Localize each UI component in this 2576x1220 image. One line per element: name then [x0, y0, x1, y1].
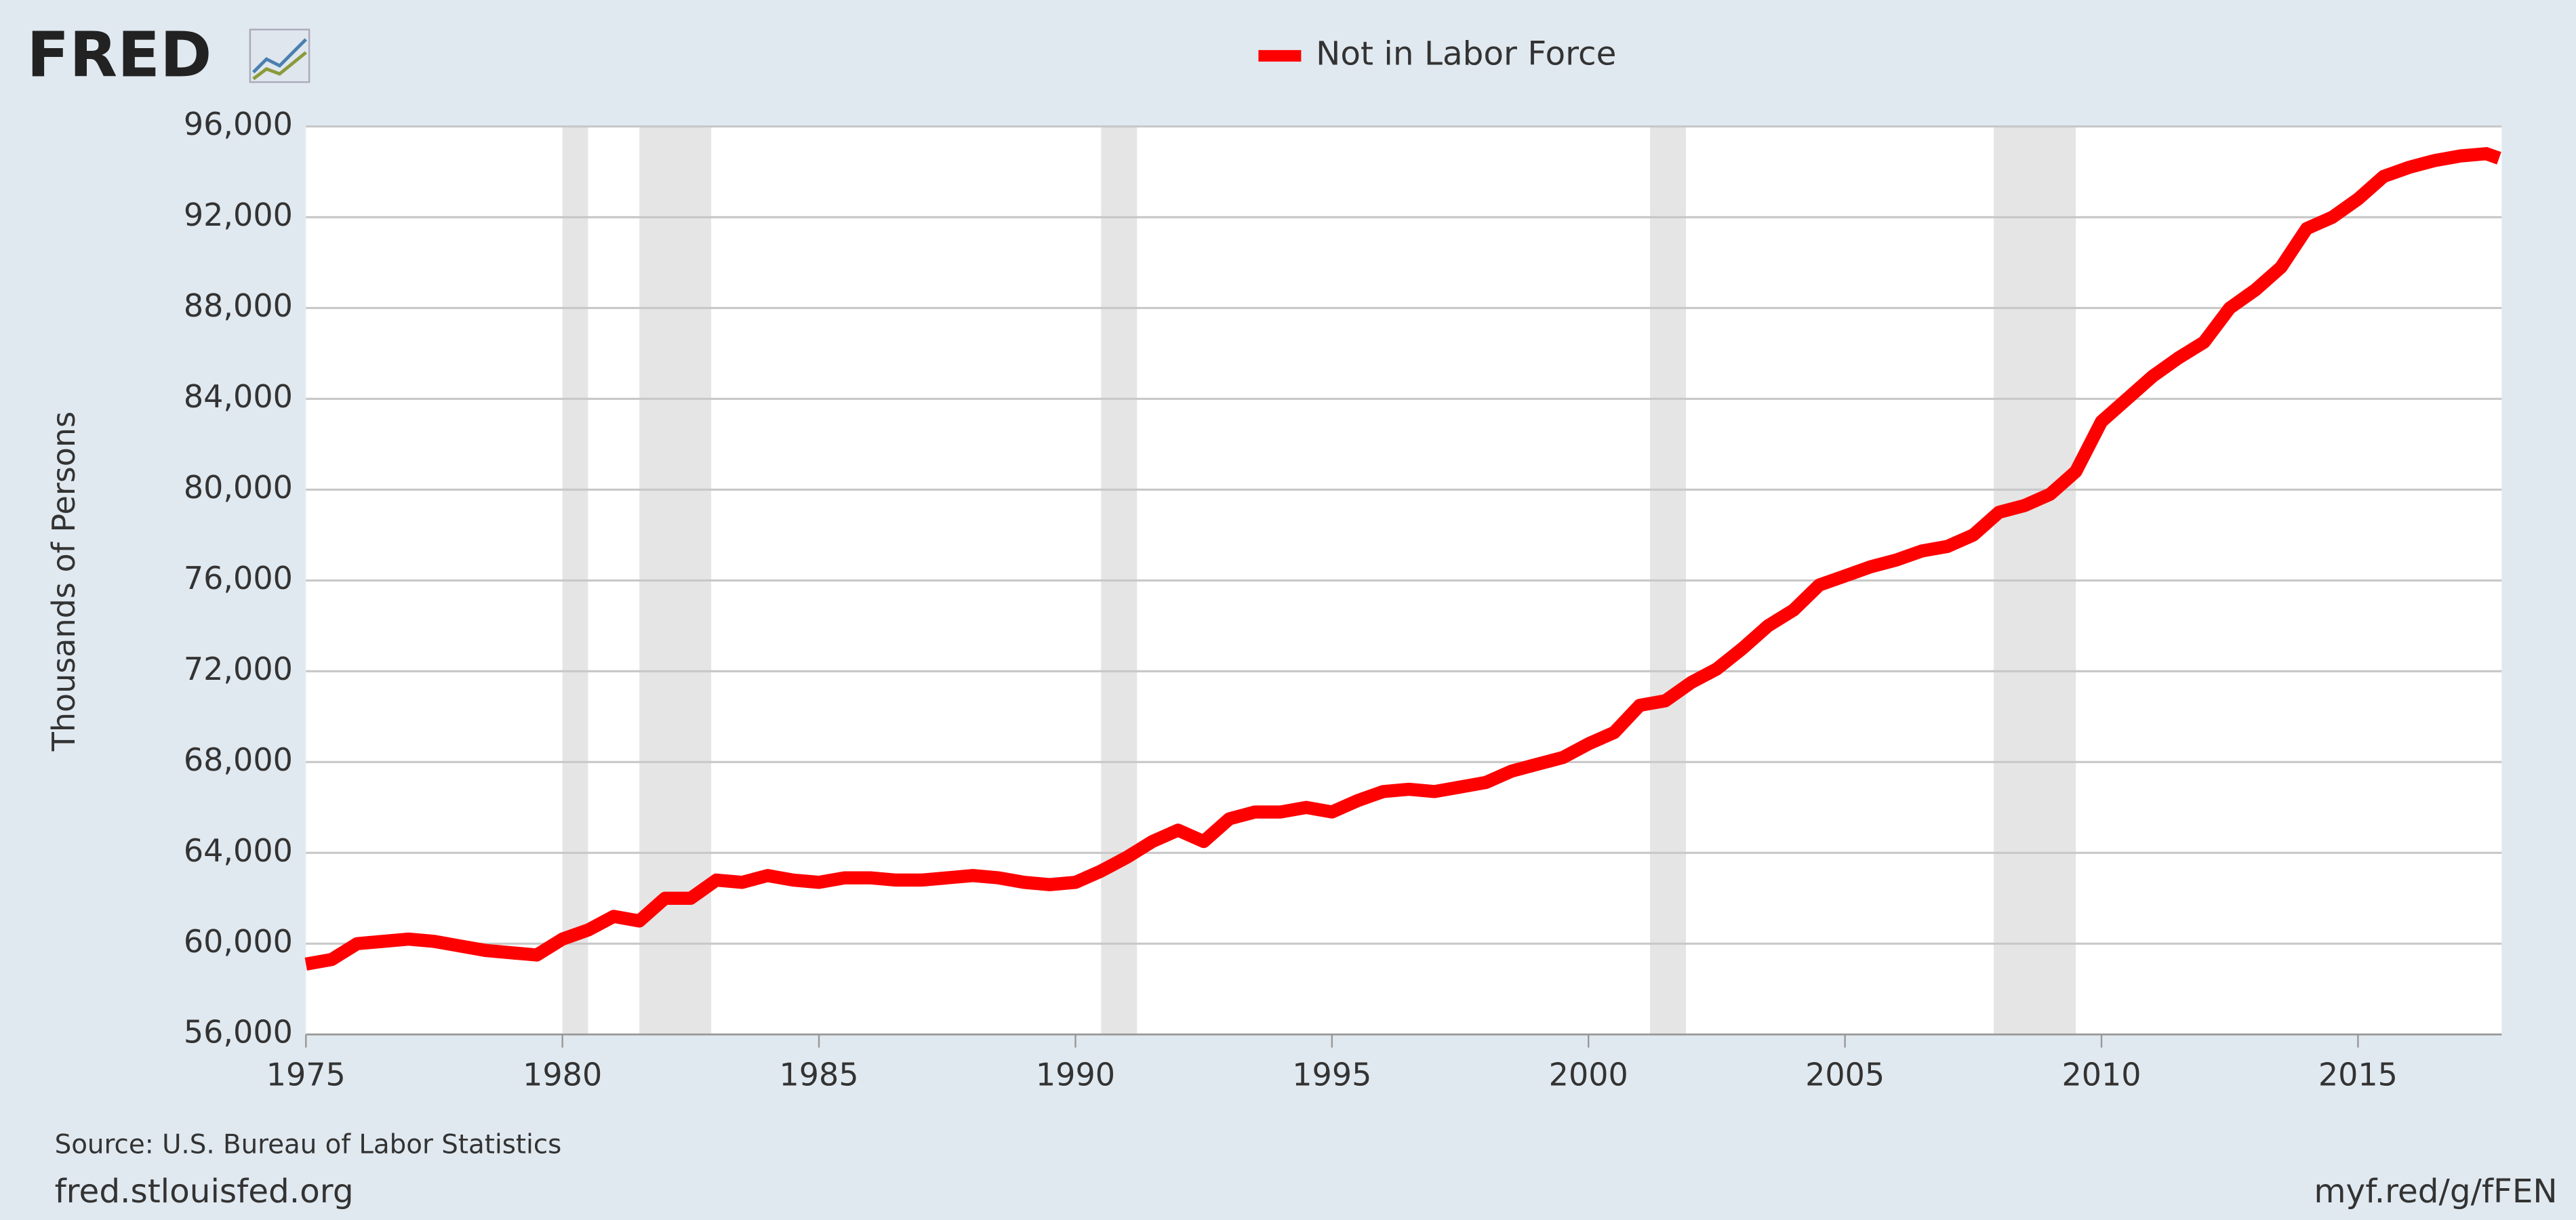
y-tick-label: 60,000	[184, 923, 293, 960]
logo-icon	[249, 28, 310, 83]
link: myf.red/g/fFEN	[2314, 1173, 2557, 1211]
y-tick-label: 96,000	[184, 106, 293, 142]
y-tick-label: 88,000	[184, 287, 293, 324]
x-tick-label: 1975	[266, 1057, 346, 1093]
legend-label: Not in Labor Force	[1316, 35, 1616, 73]
source: Source: U.S. Bureau of Labor Statistics	[55, 1129, 562, 1160]
x-tick-label: 1990	[1036, 1057, 1115, 1093]
x-tick-label: 2010	[2061, 1057, 2141, 1093]
y-tick-label: 80,000	[184, 469, 293, 506]
y-tick-label: 56,000	[184, 1014, 293, 1051]
x-tick-label: 2015	[2318, 1057, 2398, 1093]
x-tick-label: 1995	[1292, 1057, 1371, 1093]
y-axis-label: Thousands of Persons	[45, 411, 82, 752]
x-tick-label: 2005	[1805, 1057, 1885, 1093]
x-tick-label: 2000	[1549, 1057, 1628, 1093]
site: fred.stlouisfed.org	[55, 1173, 354, 1211]
data-line	[304, 147, 2501, 971]
y-tick-label: 84,000	[184, 378, 293, 415]
y-tick-label: 92,000	[184, 197, 293, 233]
logo: FRED	[26, 19, 212, 92]
x-tick-label: 1985	[780, 1057, 859, 1093]
y-tick-label: 72,000	[184, 651, 293, 687]
y-tick-label: 76,000	[184, 560, 293, 596]
y-tick-label: 64,000	[184, 832, 293, 869]
y-tick-label: 68,000	[184, 741, 293, 778]
x-tick-label: 1980	[523, 1057, 602, 1093]
